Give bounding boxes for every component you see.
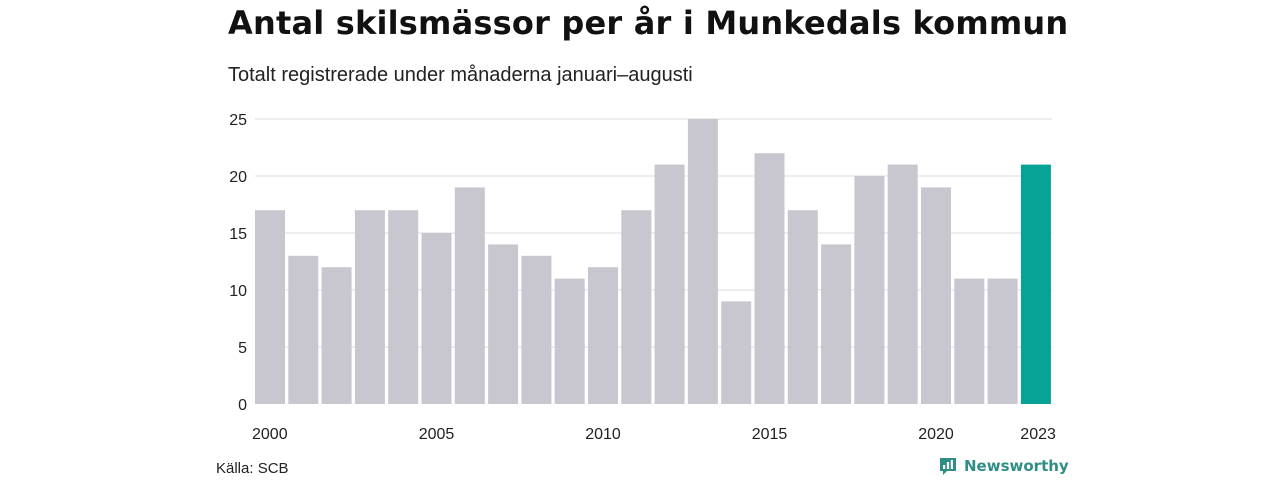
- y-tick-label: 0: [238, 397, 247, 414]
- bar-2012: [654, 164, 685, 404]
- bar-2013: [687, 119, 718, 404]
- bar-2015: [754, 153, 785, 404]
- bars: [255, 119, 1051, 404]
- bar-2008: [521, 255, 552, 404]
- y-tick-label: 15: [229, 226, 247, 243]
- brand-logo: Newsworthy: [938, 456, 1069, 476]
- newsworthy-logo-icon: [940, 458, 956, 475]
- x-tick-label-2020: 2020: [918, 426, 954, 443]
- bar-2018: [854, 176, 885, 404]
- x-tick-label-2015: 2015: [752, 426, 788, 443]
- bar-2005: [421, 233, 452, 404]
- y-tick-label: 25: [229, 112, 247, 129]
- y-axis-ticks: 0 5 10 15 20 25: [229, 112, 247, 414]
- bar-2016: [787, 210, 818, 404]
- bar-2014: [721, 301, 752, 404]
- bar-2000: [255, 210, 285, 404]
- bar-2011: [621, 210, 652, 404]
- bar-2010: [588, 267, 618, 404]
- bar-2003: [354, 210, 385, 404]
- bar-2021: [954, 278, 985, 404]
- bar-2009: [554, 278, 585, 404]
- x-tick-label-2005: 2005: [419, 426, 455, 443]
- y-tick-label: 5: [238, 340, 247, 357]
- source-note: Källa: SCB: [216, 460, 289, 477]
- bar-2001: [288, 255, 319, 404]
- x-tick-label-2023: 2023: [1020, 426, 1056, 443]
- y-tick-label: 10: [229, 283, 247, 300]
- bar-2002: [321, 267, 352, 404]
- bar-2006: [454, 187, 485, 404]
- chart-subtitle: Totalt registrerade under månaderna janu…: [228, 64, 693, 86]
- gridlines: [255, 118, 1052, 348]
- x-tick-label-2010: 2010: [585, 426, 621, 443]
- x-axis-ticks: 2000 2005 2010 2015 2020 2023: [252, 426, 1056, 443]
- bar-2004: [388, 210, 419, 404]
- bar-2017: [821, 244, 852, 404]
- x-tick-label-2000: 2000: [252, 426, 288, 443]
- chart-title: Antal skilsmässor per år i Munkedals kom…: [228, 4, 1069, 42]
- bar-2019: [887, 164, 918, 404]
- brand-name: Newsworthy: [964, 457, 1069, 475]
- bar-2007: [488, 244, 519, 404]
- bar-2020: [921, 187, 951, 404]
- bar-2022: [987, 278, 1018, 404]
- y-tick-label: 20: [229, 169, 247, 186]
- bar-2023: [1020, 164, 1051, 404]
